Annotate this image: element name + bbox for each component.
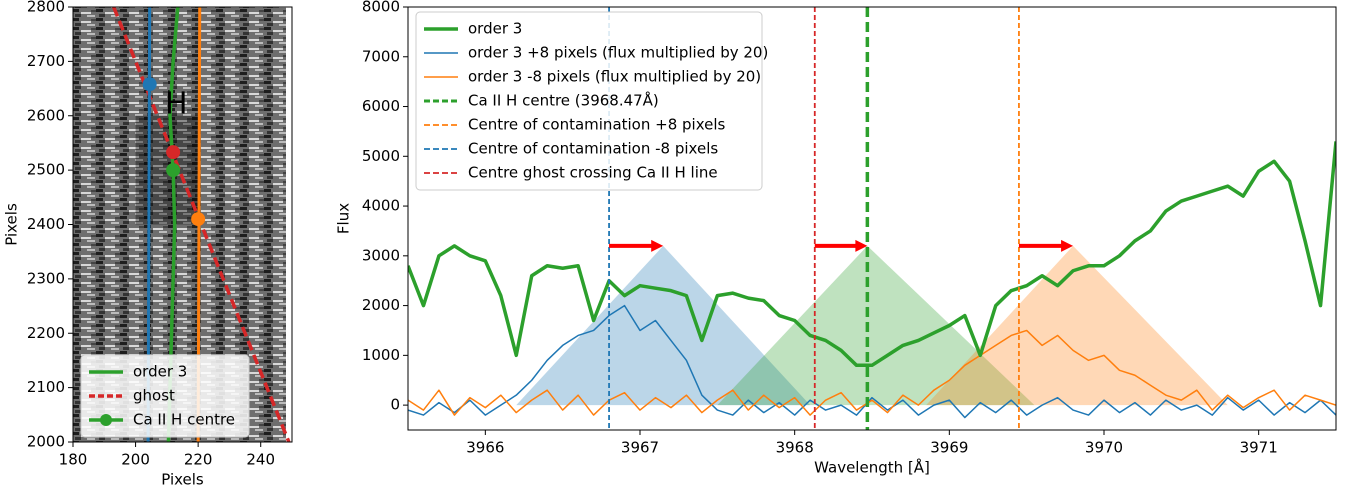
legend-box bbox=[80, 354, 250, 438]
marker bbox=[166, 163, 181, 178]
legend-label: Ca II H centre (3968.47Å) bbox=[468, 91, 659, 110]
y-tick-label: 6000 bbox=[362, 97, 400, 115]
x-tick-label: 180 bbox=[59, 451, 88, 469]
y-axis-label: Flux bbox=[335, 203, 353, 234]
legend-marker bbox=[100, 414, 112, 426]
spectrum-line bbox=[408, 329, 1336, 416]
marker bbox=[142, 77, 157, 92]
legend-label: Centre of contamination -8 pixels bbox=[468, 140, 718, 158]
x-tick-label: 3970 bbox=[1085, 439, 1123, 457]
plot-area-right bbox=[408, 7, 1336, 430]
marker bbox=[191, 212, 206, 227]
legend-label: order 3 -8 pixels (flux multiplied by 20… bbox=[468, 68, 761, 86]
x-tick-label: 3966 bbox=[466, 439, 504, 457]
y-tick-label: 2000 bbox=[27, 433, 65, 451]
y-tick-label: 2300 bbox=[27, 269, 65, 287]
y-tick-label: 7000 bbox=[362, 47, 400, 65]
x-tick-label: 3969 bbox=[930, 439, 968, 457]
y-tick-label: 8000 bbox=[362, 0, 400, 16]
marker bbox=[166, 145, 181, 160]
arrow-head bbox=[1061, 239, 1074, 252]
y-tick-label: 2100 bbox=[27, 378, 65, 396]
y-tick-label: 0 bbox=[390, 396, 400, 414]
y-tick-label: 2500 bbox=[27, 161, 65, 179]
legend-label: Ca II H centre bbox=[133, 411, 235, 429]
legend-label: order 3 +8 pixels (flux multiplied by 20… bbox=[468, 44, 768, 62]
x-axis-label: Wavelength [Å] bbox=[814, 458, 930, 477]
x-axis-label: Pixels bbox=[161, 471, 204, 488]
y-tick-label: 5000 bbox=[362, 147, 400, 165]
x-tick-label: 240 bbox=[246, 451, 275, 469]
y-tick-label: 2800 bbox=[27, 0, 65, 16]
x-tick-label: 3968 bbox=[776, 439, 814, 457]
x-tick-label: 3971 bbox=[1240, 439, 1278, 457]
legend-label: order 3 bbox=[468, 20, 522, 38]
spectrum-line bbox=[408, 141, 1336, 368]
y-axis-label: Pixels bbox=[3, 203, 21, 246]
y-tick-label: 2000 bbox=[362, 296, 400, 314]
y-tick-label: 2200 bbox=[27, 324, 65, 342]
y-tick-label: 2600 bbox=[27, 106, 65, 124]
annotation: H bbox=[165, 86, 188, 121]
contamination-region bbox=[717, 245, 1035, 406]
overlay: H 180 200 220 240 2000 2100 2200 2300 2400 2500 260… bbox=[3, 0, 1337, 488]
contamination-region bbox=[516, 245, 811, 406]
y-tick-label: 3000 bbox=[362, 246, 400, 264]
arrow-head bbox=[855, 239, 868, 252]
axes-frame bbox=[407, 6, 1337, 431]
x-tick-label: 220 bbox=[184, 451, 213, 469]
legend-label: order 3 bbox=[133, 363, 187, 381]
y-tick-label: 2400 bbox=[27, 215, 65, 233]
x-tick-label: 3967 bbox=[621, 439, 659, 457]
plot-area-left bbox=[112, 7, 291, 442]
legend-label: ghost bbox=[133, 387, 175, 405]
y-tick-label: 4000 bbox=[362, 197, 400, 215]
legend-label: Centre of contamination +8 pixels bbox=[468, 116, 726, 134]
spectrum-line bbox=[408, 304, 1336, 419]
legend-label: Centre ghost crossing Ca II H line bbox=[468, 164, 718, 182]
y-tick-label: 2700 bbox=[27, 52, 65, 70]
contamination-region bbox=[926, 245, 1228, 406]
y-tick-label: 1000 bbox=[362, 346, 400, 364]
legend-box bbox=[415, 11, 763, 191]
arrow-head bbox=[651, 239, 664, 252]
x-tick-label: 200 bbox=[121, 451, 150, 469]
